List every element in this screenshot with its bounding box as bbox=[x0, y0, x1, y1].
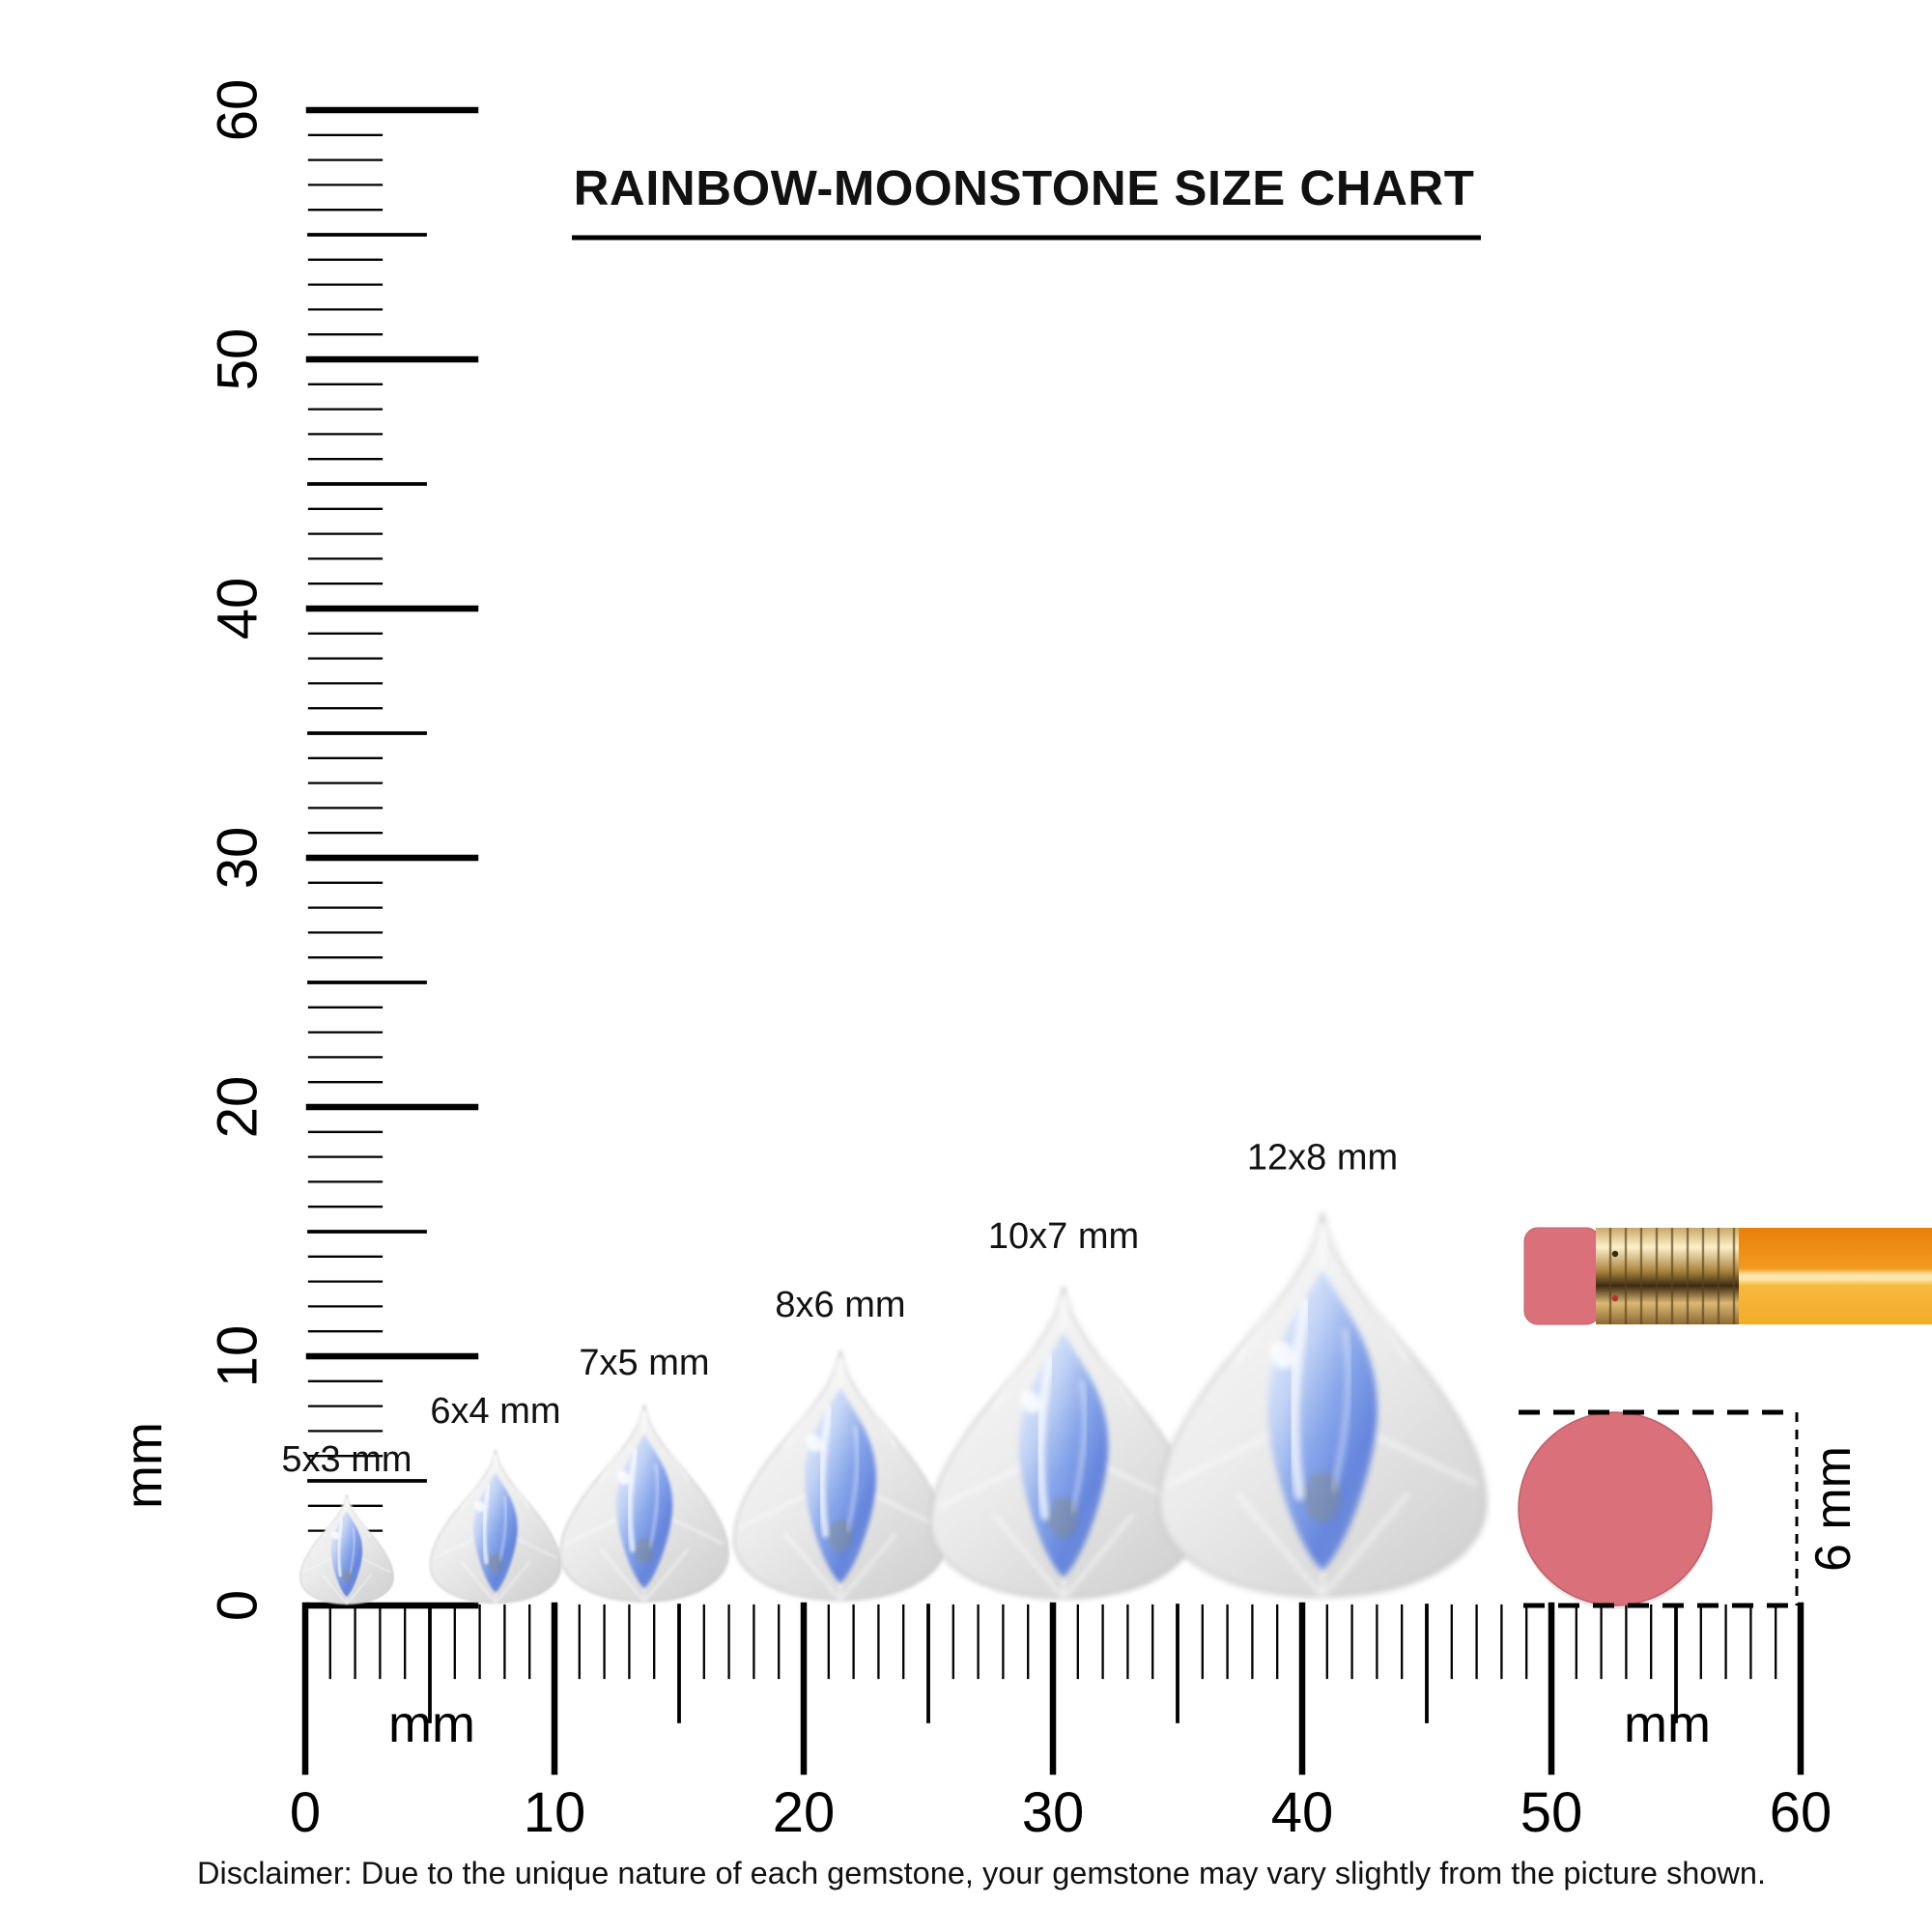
svg-text:40: 40 bbox=[206, 578, 269, 640]
svg-text:0: 0 bbox=[206, 1590, 269, 1621]
svg-text:50: 50 bbox=[1520, 1781, 1583, 1844]
svg-text:20: 20 bbox=[773, 1781, 836, 1844]
svg-text:mm: mm bbox=[388, 1695, 475, 1753]
svg-text:50: 50 bbox=[206, 328, 269, 391]
svg-text:6x4 mm: 6x4 mm bbox=[430, 1391, 560, 1432]
svg-text:10: 10 bbox=[206, 1325, 269, 1388]
svg-text:5x3 mm: 5x3 mm bbox=[281, 1439, 412, 1480]
svg-text:0: 0 bbox=[290, 1781, 321, 1844]
svg-text:20: 20 bbox=[206, 1076, 269, 1139]
svg-text:mm: mm bbox=[115, 1422, 173, 1509]
svg-text:30: 30 bbox=[206, 827, 269, 890]
svg-text:7x5 mm: 7x5 mm bbox=[579, 1343, 709, 1383]
svg-text:RAINBOW-MOONSTONE SIZE CHART: RAINBOW-MOONSTONE SIZE CHART bbox=[574, 160, 1475, 215]
svg-text:60: 60 bbox=[206, 79, 269, 142]
svg-text:40: 40 bbox=[1271, 1781, 1334, 1844]
svg-text:10x7 mm: 10x7 mm bbox=[988, 1216, 1139, 1257]
svg-text:30: 30 bbox=[1022, 1781, 1085, 1844]
svg-text:60: 60 bbox=[1770, 1781, 1833, 1844]
svg-text:mm: mm bbox=[1624, 1695, 1711, 1753]
svg-text:12x8 mm: 12x8 mm bbox=[1247, 1138, 1398, 1179]
svg-text:6 mm: 6 mm bbox=[1805, 1446, 1861, 1572]
svg-text:10: 10 bbox=[524, 1781, 586, 1844]
svg-text:Disclaimer: Due to the unique: Disclaimer: Due to the unique nature of … bbox=[197, 1856, 1766, 1890]
svg-text:8x6 mm: 8x6 mm bbox=[775, 1285, 905, 1325]
